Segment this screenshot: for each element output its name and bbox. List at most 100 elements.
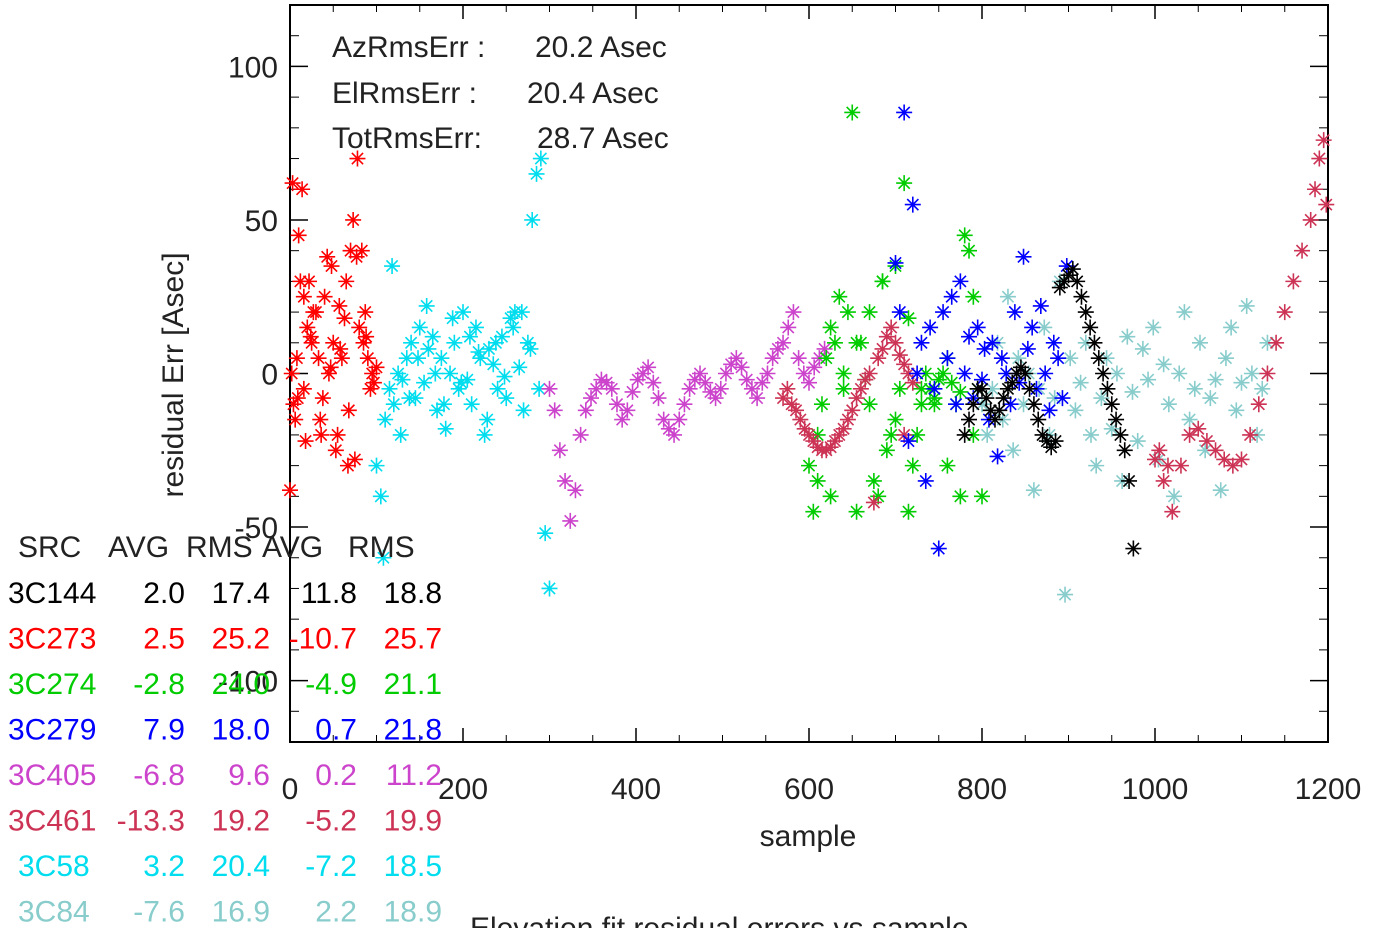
source-stats-table: SRC AVG RMS AVG RMS 3C144 2.0 17.4 11.8 18.8…	[8, 531, 442, 928]
data-point-3c144	[1056, 273, 1073, 290]
data-point-3c273	[346, 451, 363, 468]
table-cell-az-avg: 2.0	[143, 577, 185, 610]
data-point-3c58	[470, 344, 487, 361]
data-point-3c461	[861, 365, 878, 382]
data-point-3c279	[976, 340, 993, 357]
data-point-3c461	[1268, 334, 1285, 351]
data-point-3c84	[1202, 390, 1219, 407]
data-point-3c84	[1025, 482, 1042, 499]
data-point-3c279	[926, 380, 943, 397]
data-point-3c274	[904, 457, 921, 474]
data-point-3c144	[1086, 334, 1103, 351]
data-point-3c273	[368, 359, 385, 376]
data-point-3c273	[301, 273, 318, 290]
data-point-3c58	[444, 310, 461, 327]
table-cell-az-avg: 7.9	[143, 714, 185, 747]
data-point-3c273	[340, 402, 357, 419]
y-tick-label: -50	[235, 512, 278, 545]
data-point-3c461	[1207, 442, 1224, 459]
table-cell-az-avg: -13.3	[117, 805, 185, 838]
data-point-3c144	[1125, 540, 1142, 557]
data-point-3c405	[671, 411, 688, 428]
data-point-3c58	[453, 374, 470, 391]
data-point-3c273	[295, 288, 312, 305]
data-point-3c405	[764, 350, 781, 367]
data-point-3c279	[1002, 396, 1019, 413]
data-point-3c273	[316, 288, 333, 305]
data-point-3c273	[331, 297, 348, 314]
data-point-3c58	[463, 396, 480, 413]
data-point-3c58	[498, 390, 515, 407]
data-point-3c461	[835, 420, 852, 437]
data-point-3c144	[1090, 350, 1107, 367]
data-point-3c84	[1145, 319, 1162, 336]
data-point-3c461	[788, 402, 805, 419]
data-point-3c279	[984, 334, 1001, 351]
data-point-3c273	[359, 350, 376, 367]
table-cell-az-rms: 18.0	[212, 714, 270, 747]
data-point-3c461	[1250, 396, 1267, 413]
data-point-3c58	[467, 319, 484, 336]
data-point-3c58	[450, 380, 467, 397]
data-point-3c405	[717, 365, 734, 382]
data-point-3c84	[1176, 304, 1193, 321]
data-point-3c274	[891, 380, 908, 397]
data-point-3c461	[870, 350, 887, 367]
data-point-3c84	[1259, 334, 1276, 351]
data-point-3c144	[1121, 472, 1138, 489]
data-point-3c144	[1077, 304, 1094, 321]
data-point-3c58	[489, 380, 506, 397]
data-point-3c461	[831, 426, 848, 443]
data-point-3c274	[935, 365, 952, 382]
data-point-3c273	[282, 482, 298, 499]
data-point-3c273	[336, 310, 353, 327]
data-point-3c58	[485, 356, 502, 373]
data-point-3c274	[861, 304, 878, 321]
data-point-3c144	[956, 426, 973, 443]
data-point-3c274	[943, 374, 960, 391]
data-point-3c405	[790, 350, 807, 367]
data-point-3c273	[338, 273, 355, 290]
data-point-3c84	[1057, 586, 1074, 603]
data-point-3c461	[1172, 457, 1189, 474]
table-cell-el-rms: 21.8	[384, 714, 442, 747]
table-row: 3C144 2.0 17.4 11.8 18.8	[8, 577, 442, 610]
data-point-3c405	[619, 402, 636, 419]
table-cell-az-rms: 24.0	[212, 668, 270, 701]
table-row: 3C274 -2.8 24.0 -4.9 21.1	[8, 668, 442, 701]
data-point-3c144	[1025, 396, 1042, 413]
data-point-3c273	[364, 365, 381, 382]
data-point-3c274	[896, 175, 913, 192]
data-point-3c405	[712, 380, 729, 397]
data-point-3c279	[891, 304, 908, 321]
data-point-3c58	[522, 340, 539, 357]
data-point-3c461	[1190, 420, 1207, 437]
data-point-3c405	[541, 380, 558, 397]
data-point-3c405	[743, 380, 760, 397]
data-point-3c144	[1112, 426, 1129, 443]
data-point-3c58	[455, 304, 471, 321]
data-point-3c58	[459, 371, 476, 388]
tot-rms-value: 28.7 Asec	[537, 122, 669, 155]
data-point-3c273	[351, 319, 368, 336]
data-point-3c58	[372, 488, 389, 505]
data-point-3c273	[333, 350, 350, 367]
data-point-3c405	[733, 359, 750, 376]
el-rms-value: 20.4 Asec	[527, 77, 659, 110]
data-point-3c461	[818, 442, 835, 459]
data-point-3c279	[943, 288, 960, 305]
data-point-3c58	[532, 150, 549, 167]
data-point-3c273	[294, 181, 311, 198]
data-point-3c274	[809, 426, 826, 443]
data-point-3c84	[1197, 442, 1214, 459]
data-point-3c279	[993, 350, 1010, 367]
data-point-3c84	[979, 426, 996, 443]
table-row: 3C279 7.9 18.0 0.7 21.8	[8, 714, 442, 747]
data-point-3c144	[1116, 442, 1133, 459]
data-point-3c144	[1103, 396, 1120, 413]
data-point-3c58	[537, 525, 554, 542]
data-point-3c274	[952, 488, 969, 505]
data-point-3c274	[839, 304, 856, 321]
data-point-3c144	[1034, 426, 1051, 443]
data-point-3c273	[332, 340, 349, 357]
